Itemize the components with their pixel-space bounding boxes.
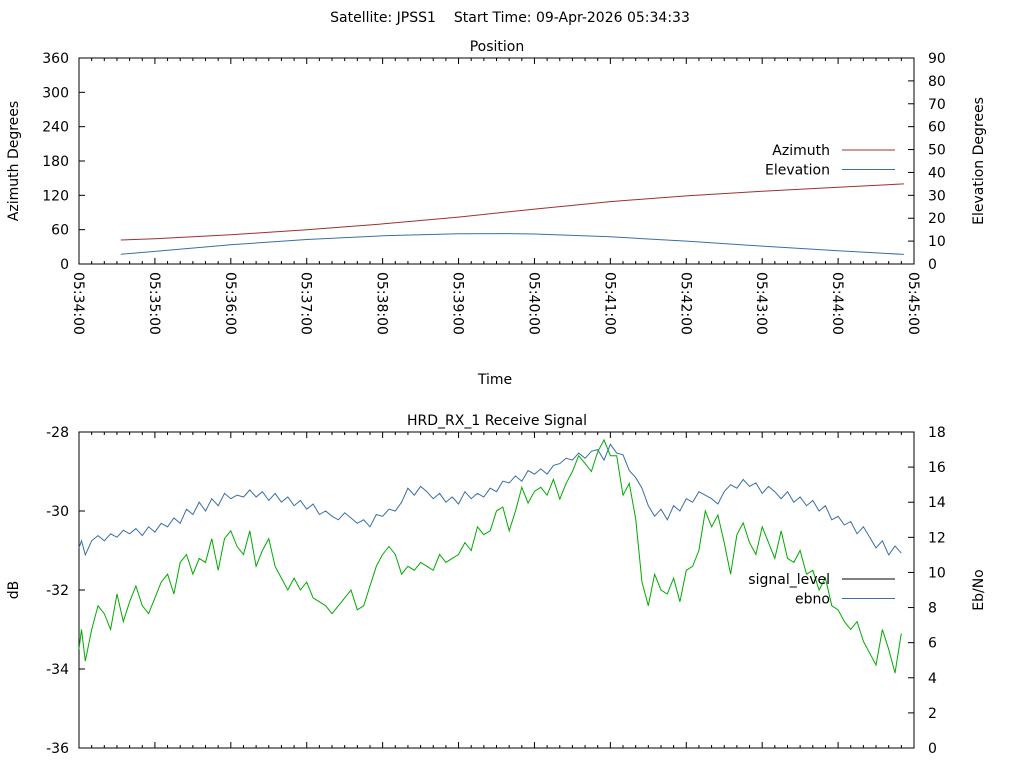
position-ytick-label: 0 [60, 257, 69, 273]
position-legend-label: Azimuth [772, 143, 830, 159]
signal-y2tick-label: 18 [928, 425, 946, 441]
position-chart-xlabel: Time [477, 372, 512, 388]
signal-chart: HRD_RX_1 Receive Signal dB Eb/No -36 -34 -… [6, 413, 987, 757]
position-y2tick-label: 80 [928, 74, 946, 90]
position-xtick-label: 05:39:00 [450, 272, 466, 335]
signal-y2tick-label: 2 [928, 706, 937, 722]
signal-series-ebno [78, 443, 902, 557]
signal-ytick-label: -34 [46, 662, 69, 678]
signal-plot-border [78, 431, 915, 749]
position-ytick-label: 300 [42, 85, 69, 101]
position-xtick-label: 05:41:00 [601, 272, 617, 335]
signal-y2tick-label: 6 [928, 636, 937, 652]
position-y2tick-label: 40 [928, 165, 946, 181]
position-xtick-label: 05:35:00 [146, 272, 162, 335]
signal-ytick-label: -30 [46, 504, 69, 520]
position-ytick-label: 240 [42, 120, 69, 136]
position-series-Elevation [120, 233, 904, 255]
position-xtick-label: 05:40:00 [525, 272, 541, 335]
position-y2tick-label: 10 [928, 234, 946, 250]
position-y2tick-label: 70 [928, 97, 946, 113]
signal-chart-y2label: Eb/No [971, 569, 987, 611]
position-ytick-label: 360 [42, 51, 69, 67]
signal-y2tick-label: 4 [928, 671, 937, 687]
position-y2tick-label: 60 [928, 120, 946, 136]
position-xtick-label: 05:38:00 [374, 272, 390, 335]
position-y2tick-label: 30 [928, 188, 946, 204]
start-time-label: Start Time: 09-Apr-2026 05:34:33 [454, 10, 690, 26]
position-xtick-label: 05:36:00 [222, 272, 238, 335]
position-chart-title: Position [470, 39, 525, 55]
signal-y2tick-label: 12 [928, 530, 946, 546]
position-xtick-label: 05:42:00 [677, 272, 693, 335]
position-chart: Position Time Azimuth Degrees Elevation … [6, 39, 987, 388]
position-xtick-label: 05:34:00 [70, 272, 86, 335]
signal-y2tick-label: 0 [928, 741, 937, 757]
satellite-label: Satellite: JPSS1 [330, 10, 436, 26]
position-xtick-label: 05:45:00 [905, 272, 921, 335]
position-plot-border [78, 57, 915, 265]
signal-ytick-label: -28 [46, 425, 69, 441]
position-xtick-label: 05:44:00 [829, 272, 845, 335]
position-legend-label: Elevation [765, 163, 830, 179]
position-y2tick-label: 50 [928, 143, 946, 159]
signal-y2tick-label: 16 [928, 460, 946, 476]
position-ytick-label: 60 [51, 223, 69, 239]
signal-y2tick-label: 10 [928, 565, 946, 581]
position-series-Azimuth [120, 183, 904, 241]
position-y2tick-label: 20 [928, 211, 946, 227]
position-y2tick-label: 0 [928, 257, 937, 273]
signal-legend-label: signal_level [748, 572, 830, 588]
signal-ytick-label: -32 [46, 583, 69, 599]
signal-series-signal-level [78, 438, 902, 674]
position-chart-y2label: Elevation Degrees [971, 97, 987, 225]
signal-ytick-label: -36 [46, 741, 69, 757]
position-y2tick-label: 90 [928, 51, 946, 67]
position-ytick-label: 120 [42, 188, 69, 204]
position-ytick-label: 180 [42, 154, 69, 170]
signal-chart-ylabel: dB [6, 581, 22, 600]
position-xtick-label: 05:37:00 [298, 272, 314, 335]
signal-legend-label: ebno [795, 592, 830, 608]
position-chart-ylabel: Azimuth Degrees [6, 101, 22, 221]
signal-y2tick-label: 14 [928, 495, 946, 511]
signal-chart-title: HRD_RX_1 Receive Signal [407, 413, 587, 429]
report-header: Satellite: JPSS1 Start Time: 09-Apr-2026 … [330, 10, 690, 26]
position-xtick-label: 05:43:00 [753, 272, 769, 335]
signal-y2tick-label: 8 [928, 601, 937, 617]
